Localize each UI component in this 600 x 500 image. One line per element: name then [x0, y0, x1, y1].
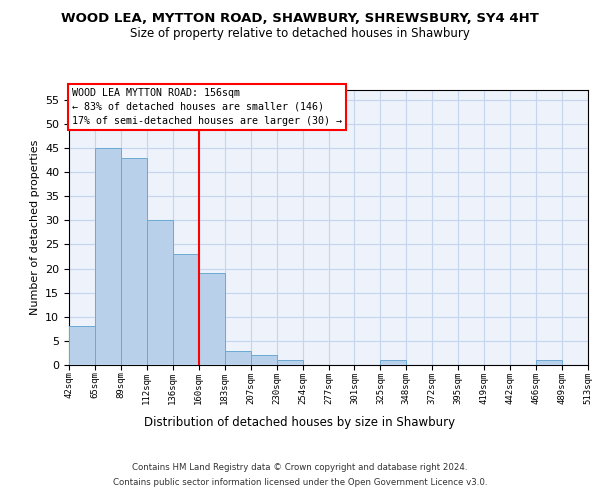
- Bar: [251, 356, 277, 365]
- Bar: [536, 360, 562, 365]
- Text: Distribution of detached houses by size in Shawbury: Distribution of detached houses by size …: [145, 416, 455, 429]
- Y-axis label: Number of detached properties: Number of detached properties: [29, 140, 40, 315]
- Text: Contains HM Land Registry data © Crown copyright and database right 2024.: Contains HM Land Registry data © Crown c…: [132, 463, 468, 472]
- Bar: [173, 254, 199, 365]
- Bar: [147, 220, 173, 365]
- Bar: [121, 158, 147, 365]
- Text: Contains public sector information licensed under the Open Government Licence v3: Contains public sector information licen…: [113, 478, 487, 487]
- Bar: [69, 326, 95, 365]
- Text: WOOD LEA, MYTTON ROAD, SHAWBURY, SHREWSBURY, SY4 4HT: WOOD LEA, MYTTON ROAD, SHAWBURY, SHREWSB…: [61, 12, 539, 26]
- Text: Size of property relative to detached houses in Shawbury: Size of property relative to detached ho…: [130, 28, 470, 40]
- Bar: [95, 148, 121, 365]
- Bar: [199, 274, 224, 365]
- Text: WOOD LEA MYTTON ROAD: 156sqm
← 83% of detached houses are smaller (146)
17% of s: WOOD LEA MYTTON ROAD: 156sqm ← 83% of de…: [72, 88, 342, 126]
- Bar: [277, 360, 302, 365]
- Bar: [380, 360, 406, 365]
- Bar: [225, 350, 251, 365]
